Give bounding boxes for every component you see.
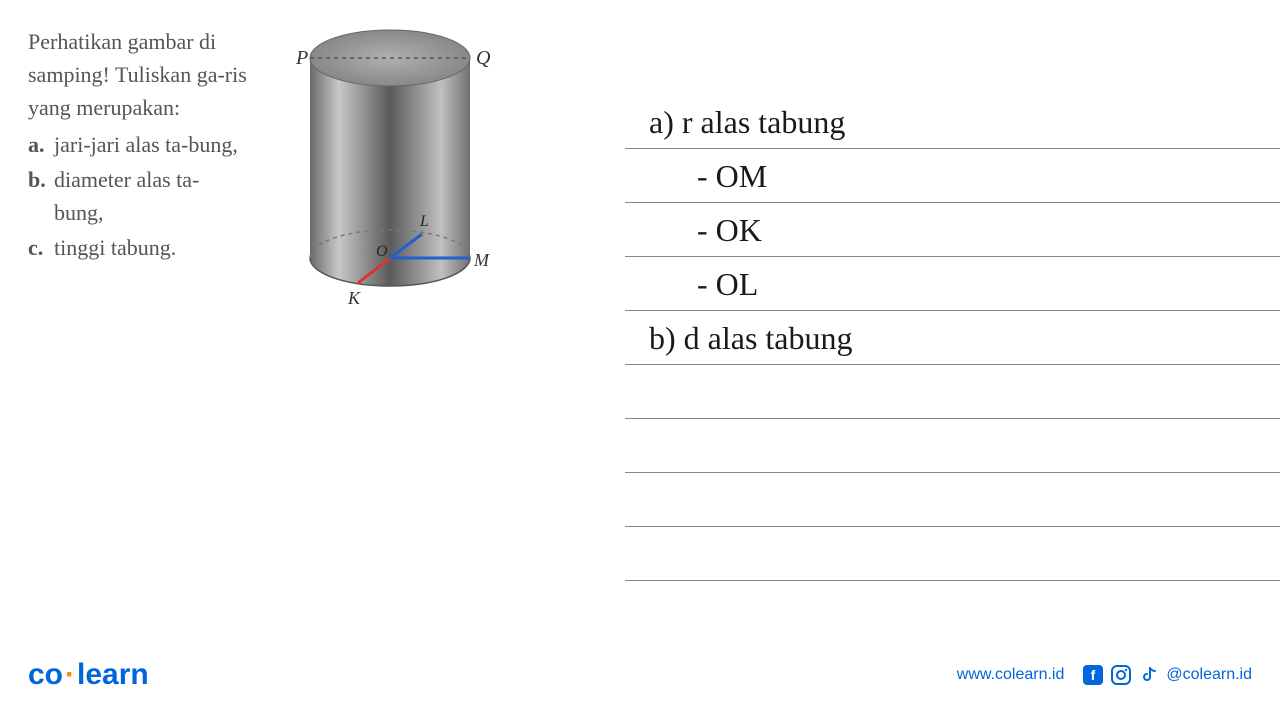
list-item: a. jari-jari alas ta-bung, [28,128,248,161]
svg-text:Q: Q [476,47,491,69]
logo: co·learn [28,658,149,692]
handwriting-line: - OK [697,212,762,249]
problem-intro: Perhatikan gambar di samping! Tuliskan g… [28,25,248,124]
ruled-line [625,256,1280,257]
handwriting-line: - OM [697,158,767,195]
logo-co: co [28,658,63,691]
list-label-c: c. [28,231,54,264]
list-label-b: b. [28,163,54,229]
svg-text:O: O [376,243,388,260]
cylinder-diagram: P Q L O M K [270,18,510,328]
svg-text:M: M [473,250,490,270]
handwriting-line: b) d alas tabung [649,320,853,357]
handwriting-line: a) r alas tabung [649,104,845,141]
list-label-a: a. [28,128,54,161]
ruled-line [625,202,1280,203]
svg-text:L: L [419,213,429,230]
tiktok-icon[interactable] [1138,664,1160,686]
ruled-line [625,526,1280,527]
list-text-c: tinggi tabung. [54,231,248,264]
facebook-icon[interactable]: f [1082,664,1104,686]
instagram-icon[interactable] [1110,664,1132,686]
ruled-line [625,148,1280,149]
footer-right: www.colearn.id f @colearn.id [957,664,1252,686]
list-text-b: diameter alas ta-bung, [54,163,248,229]
ruled-line [625,418,1280,419]
logo-learn: learn [77,658,149,691]
problem-list: a. jari-jari alas ta-bung, b. diameter a… [28,128,248,264]
website-link[interactable]: www.colearn.id [957,666,1065,684]
svg-text:P: P [295,47,308,69]
ruled-line [625,310,1280,311]
logo-dot-icon: · [65,658,75,691]
ruled-line [625,580,1280,581]
ruled-line [625,472,1280,473]
ruled-line [625,364,1280,365]
social-handle: @colearn.id [1166,666,1252,684]
list-item: c. tinggi tabung. [28,231,248,264]
svg-text:K: K [347,288,361,308]
svg-text:f: f [1091,667,1096,683]
social-icons: f @colearn.id [1082,664,1252,686]
footer: co·learn www.colearn.id f @colearn.id [0,658,1280,692]
list-item: b. diameter alas ta-bung, [28,163,248,229]
cylinder-svg: P Q L O M K [270,18,510,328]
list-text-a: jari-jari alas ta-bung, [54,128,248,161]
handwriting-line: - OL [697,266,758,303]
handwriting-area: a) r alas tabung - OM - OK - OL b) d ala… [625,100,1280,660]
